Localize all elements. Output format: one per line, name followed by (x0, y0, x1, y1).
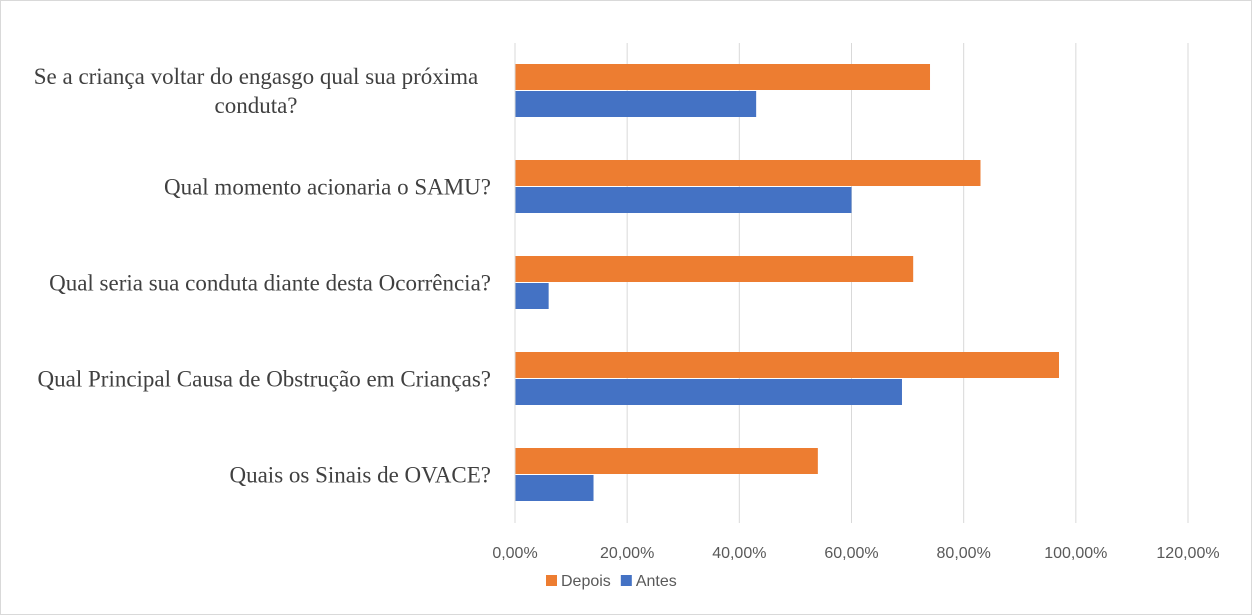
bar (515, 379, 902, 405)
bar (515, 283, 549, 309)
bar (515, 256, 914, 282)
category-text: Qual Principal Causa de Obstrução em Cri… (37, 366, 491, 392)
category-text: Quais os Sinais de OVACE? (229, 462, 491, 488)
bar (515, 475, 594, 501)
legend-label: Depois (561, 573, 611, 590)
category-text: Se a criança voltar do engasgo qual sua … (33, 64, 479, 118)
category-label: Qual momento acionaria o SAMU? (21, 173, 491, 202)
category-label: Qual seria sua conduta diante desta Ocor… (21, 269, 491, 298)
category-label: Qual Principal Causa de Obstrução em Cri… (21, 365, 491, 394)
x-tick-label: 0,00% (492, 545, 537, 562)
category-text: Qual seria sua conduta diante desta Ocor… (49, 270, 491, 296)
x-tick-label: 60,00% (824, 545, 878, 562)
legend-swatch (620, 575, 632, 586)
category-label: Se a criança voltar do engasgo qual sua … (21, 62, 491, 120)
category-label: Quais os Sinais de OVACE? (21, 461, 491, 490)
bar (515, 91, 757, 117)
bar (515, 352, 1060, 378)
legend-swatch (546, 575, 557, 586)
category-text: Qual momento acionaria o SAMU? (163, 174, 491, 200)
bar (515, 187, 852, 213)
legend-label: Antes (636, 573, 677, 590)
bar (515, 448, 818, 474)
bar (515, 64, 931, 90)
x-tick-label: 40,00% (712, 545, 766, 562)
x-tick-label: 20,00% (600, 545, 654, 562)
bar (515, 160, 981, 186)
x-tick-label: 80,00% (937, 545, 991, 562)
x-tick-label: 120,00% (1156, 545, 1219, 562)
x-tick-label: 100,00% (1044, 545, 1107, 562)
